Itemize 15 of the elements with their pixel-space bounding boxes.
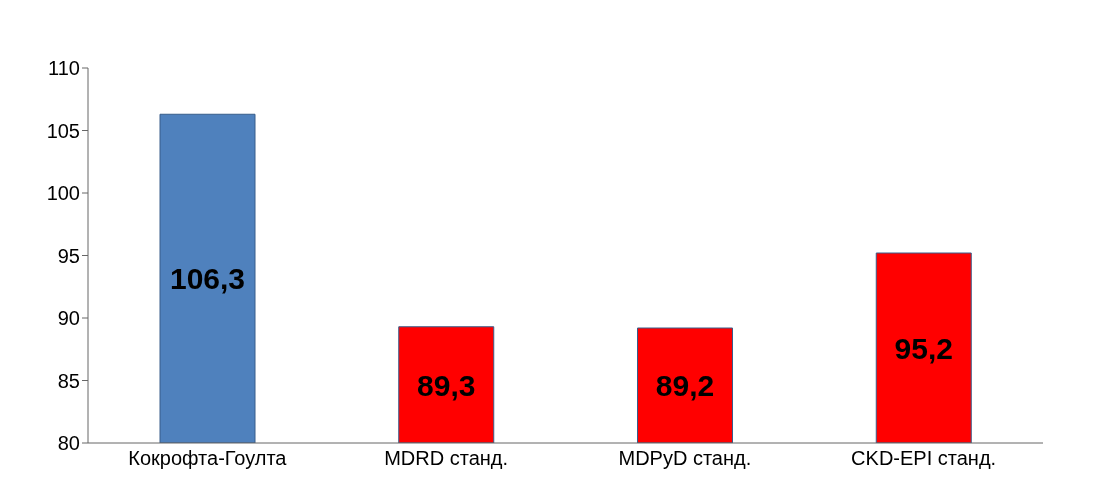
y-tick-label: 105 [46, 119, 80, 142]
y-tick-label: 90 [57, 307, 80, 330]
x-tick-label: MDPyD станд. [618, 447, 752, 470]
y-tick-label: 95 [57, 244, 80, 267]
x-tick-label: Кокрофта-Гоулта [128, 447, 288, 470]
y-tick-label: 100 [46, 182, 80, 205]
data-label: 89,2 [655, 369, 715, 403]
x-tick-label: MDRD станд. [384, 447, 509, 470]
data-label: 106,3 [169, 262, 246, 296]
data-label: 89,3 [417, 368, 476, 402]
y-tick-label: 110 [48, 57, 80, 80]
y-tick-label: 80 [57, 432, 80, 455]
data-label: 95,2 [894, 331, 953, 365]
y-tick-label: 85 [57, 369, 80, 392]
x-tick-label: CKD-EPI станд. [851, 447, 997, 470]
